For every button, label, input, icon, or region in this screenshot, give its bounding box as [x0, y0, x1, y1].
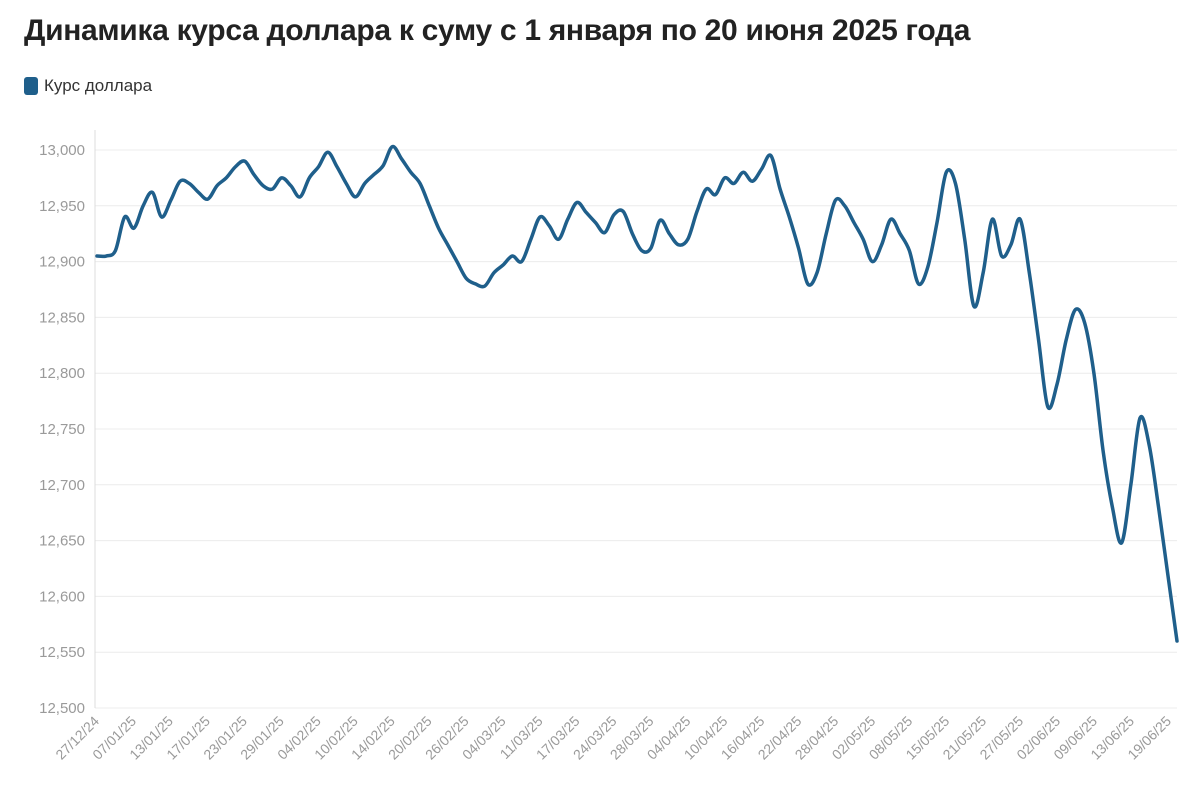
- y-tick-label: 13,000: [39, 142, 85, 159]
- legend[interactable]: Курс доллара: [24, 76, 152, 96]
- y-tick-label: 12,500: [39, 700, 85, 717]
- legend-label: Курс доллара: [44, 76, 153, 95]
- y-tick-label: 12,650: [39, 533, 85, 550]
- series-line-usd: [95, 144, 1179, 643]
- y-tick-label: 12,950: [39, 198, 85, 215]
- gridlines: [95, 149, 1177, 709]
- x-axis: 27/12/2407/01/2513/01/2517/01/2523/01/25…: [52, 713, 1174, 763]
- y-tick-label: 12,550: [39, 644, 85, 661]
- y-tick-label: 12,750: [39, 421, 85, 438]
- legend-swatch: [24, 77, 38, 95]
- y-tick-label: 12,700: [39, 477, 85, 494]
- chart-title: Динамика курса доллара к суму с 1 января…: [24, 14, 971, 47]
- y-tick-label: 12,850: [39, 309, 85, 326]
- y-tick-label: 12,900: [39, 254, 85, 271]
- y-tick-label: 12,600: [39, 588, 85, 605]
- y-axis: 12,500 12,550 12,600 12,650 12,700 12,750 12,8…: [39, 142, 85, 717]
- y-tick-label: 12,800: [39, 365, 85, 382]
